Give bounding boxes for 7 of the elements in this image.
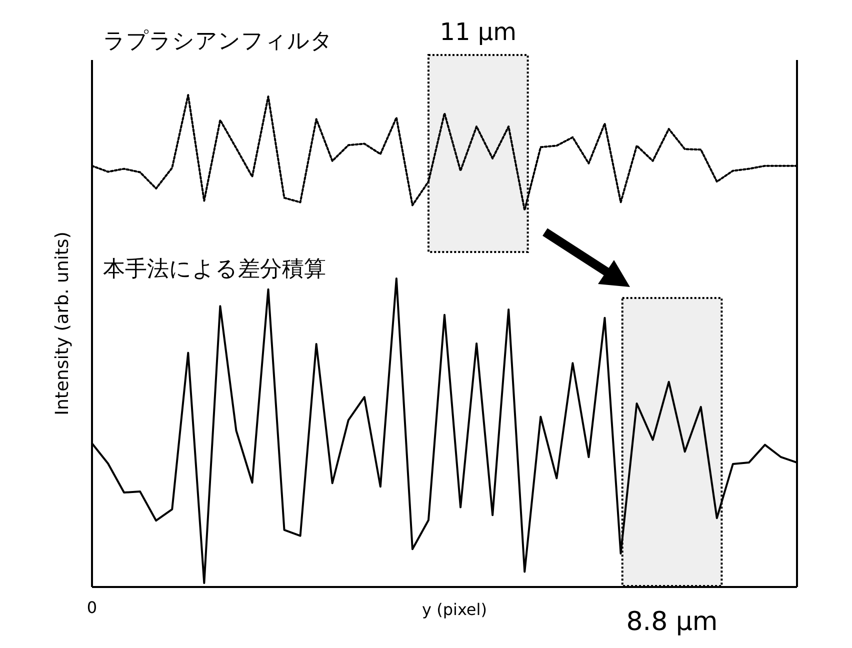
y-axis-title: Intensity (arb. units): [52, 232, 73, 416]
text: 8.8 μm: [626, 607, 718, 637]
text: 0: [86, 598, 98, 617]
text: 11 μm: [440, 18, 517, 46]
text: ラプラシアンフィルタ: [103, 29, 333, 54]
series-label: 本手法による差分積算: [103, 257, 326, 282]
x-axis-title: y (pixel): [422, 600, 487, 619]
